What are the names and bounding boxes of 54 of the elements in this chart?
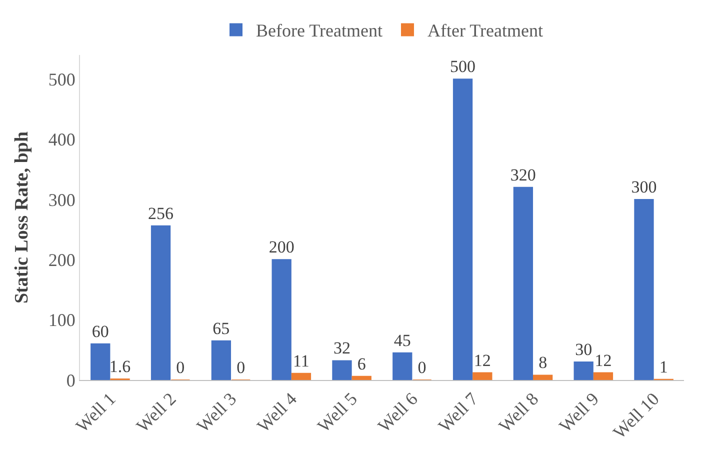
- y-tick-label: 300: [48, 190, 76, 210]
- data-label: 65: [212, 318, 230, 338]
- data-label: 30: [575, 340, 592, 359]
- x-tick-label: Well 5: [314, 388, 361, 436]
- x-tick-label: Well 8: [494, 388, 542, 436]
- data-label: 0: [236, 358, 246, 377]
- x-tick-label: Well 3: [192, 388, 240, 436]
- y-tick-label: 100: [48, 310, 76, 330]
- data-label: 60: [92, 322, 109, 341]
- y-axis-title: Static Loss Rate, bph: [11, 131, 32, 304]
- data-label: 0: [418, 358, 426, 377]
- bar: [392, 352, 412, 380]
- bar: [211, 340, 232, 380]
- legend-label: After Treatment: [427, 20, 543, 41]
- bar: [452, 78, 473, 380]
- x-tick-label: Well 4: [253, 388, 301, 436]
- y-tick-label: 500: [48, 69, 76, 90]
- data-label: 1.6: [109, 357, 131, 376]
- data-label: 8: [538, 353, 548, 372]
- data-label: 320: [510, 165, 536, 184]
- data-label: 6: [357, 354, 366, 374]
- x-tick-label: Well 7: [434, 388, 482, 436]
- bar: [634, 198, 654, 380]
- bar: [90, 343, 110, 380]
- bar: [472, 372, 492, 380]
- x-tick-label: Well 6: [374, 388, 422, 436]
- data-label: 12: [474, 350, 491, 370]
- x-tick-label: Well 9: [555, 388, 603, 436]
- y-tick-label: 200: [48, 250, 76, 270]
- data-label: 11: [293, 351, 310, 370]
- x-tick-label: Well 1: [72, 388, 120, 436]
- x-tick-label: Well 10: [609, 388, 663, 442]
- bar: [332, 360, 352, 380]
- data-label: 300: [631, 177, 657, 196]
- y-tick-label: 0: [66, 370, 76, 390]
- data-label: 32: [333, 338, 350, 358]
- data-label: 12: [594, 350, 612, 370]
- bar: [593, 372, 614, 380]
- x-tick-label: Well 2: [132, 388, 180, 436]
- data-label: 256: [148, 204, 174, 223]
- bar: [574, 361, 594, 380]
- data-label: 200: [268, 238, 294, 257]
- bar: [291, 372, 312, 380]
- bar: [150, 225, 171, 380]
- bar: [532, 374, 553, 380]
- bar: [272, 259, 292, 380]
- legend-label: Before Treatment: [256, 20, 382, 41]
- data-label: 0: [176, 358, 185, 377]
- data-label: 1: [659, 357, 668, 376]
- data-label: 500: [450, 57, 476, 76]
- y-tick-label: 400: [48, 130, 76, 150]
- bar: [352, 376, 372, 380]
- data-label: 45: [394, 330, 411, 350]
- bar: [513, 186, 534, 380]
